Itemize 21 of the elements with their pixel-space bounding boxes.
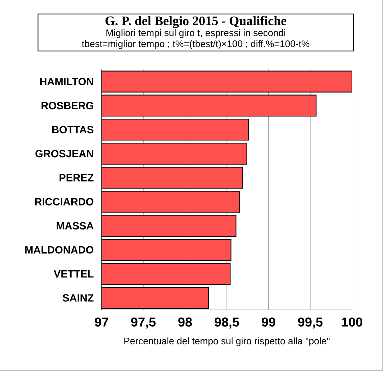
y-tick-label: RICCIARDO: [35, 198, 94, 206]
x-tick-label: 99,5: [298, 318, 323, 329]
x-tick-label: 98: [178, 318, 192, 327]
x-tick-label: 98,5: [214, 318, 240, 329]
x-axis-title: Percentuale del tempo sul giro rispetto alla "pole": [124, 338, 330, 346]
x-tick-label: 99: [262, 318, 276, 327]
y-tick-label: SAINZ: [62, 294, 94, 302]
y-tick-label: VETTEL: [54, 270, 94, 278]
chart-title: G. P. del Belgio 2015 - Qualifiche: [106, 16, 287, 28]
y-tick-label: MASSA: [56, 222, 94, 230]
y-tick-label: MALDONADO: [26, 246, 94, 254]
y-tick-label: HAMILTON: [40, 78, 94, 86]
y-tick-label: PEREZ: [60, 174, 94, 182]
chart-subtitle: Migliori tempi sul giro t, espressi in secondi: [106, 29, 286, 38]
y-tick-label: BOTTAS: [52, 126, 94, 134]
y-tick-label: ROSBERG: [42, 102, 94, 110]
y-tick-label: GROSJEAN: [36, 150, 94, 158]
x-tick-label: 97,5: [131, 318, 156, 329]
x-tick-label: 100: [342, 318, 363, 327]
x-tick-label: 97: [95, 318, 109, 327]
text: tbest=miglior tempo ; t%=(tbest/t)×100 ; diff.%=100-t%: [82, 40, 310, 50]
